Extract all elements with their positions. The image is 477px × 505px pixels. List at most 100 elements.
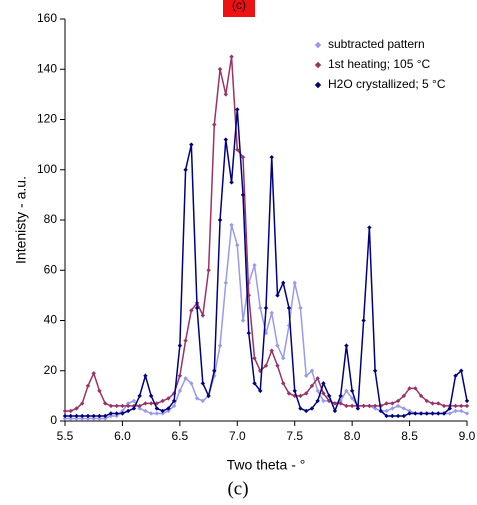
data-point: [349, 403, 355, 409]
x-tick-label: 7.5: [286, 429, 303, 443]
data-point: [459, 403, 464, 409]
data-point: [275, 293, 280, 298]
data-point: [453, 408, 458, 414]
data-point: [447, 411, 452, 416]
data-point: [384, 401, 389, 406]
data-point: [148, 393, 154, 399]
x-tick-label: 8.5: [401, 429, 418, 443]
data-point: [321, 381, 326, 386]
data-point: [372, 368, 378, 373]
data-point: [143, 408, 148, 414]
data-point: [321, 391, 326, 396]
data-point: [309, 406, 315, 411]
x-tick-label: 7.0: [229, 429, 246, 443]
data-point: [355, 406, 361, 411]
data-point: [464, 398, 470, 404]
data-point: [137, 403, 142, 409]
legend-marker: [314, 61, 322, 69]
data-point: [183, 376, 188, 381]
data-point: [85, 383, 91, 389]
data-point: [143, 401, 148, 406]
data-point: [292, 388, 297, 394]
x-tick-label: 6.0: [114, 429, 131, 443]
data-point: [372, 403, 378, 409]
data-point: [304, 391, 309, 396]
data-point: [372, 406, 378, 411]
data-point: [407, 386, 412, 391]
data-point: [338, 393, 343, 399]
data-point: [229, 180, 234, 185]
data-point: [464, 411, 470, 416]
data-point: [143, 373, 148, 378]
data-point: [395, 398, 401, 404]
data-point: [441, 403, 447, 409]
data-point: [286, 391, 292, 396]
data-point: [229, 222, 234, 228]
data-point: [413, 411, 418, 416]
x-tick-label: 6.5: [172, 429, 189, 443]
x-tick-label: 9.0: [459, 429, 476, 443]
data-point: [189, 381, 194, 386]
y-tick-label: 80: [44, 212, 58, 226]
data-point: [154, 411, 160, 416]
data-point: [361, 403, 366, 409]
x-tick-label: 5.5: [57, 429, 74, 443]
data-point: [453, 403, 458, 409]
data-point: [120, 411, 125, 416]
data-point: [401, 413, 407, 419]
data-point: [436, 411, 441, 416]
data-point: [309, 383, 315, 389]
data-point: [177, 373, 183, 378]
data-point: [114, 413, 119, 419]
data-point: [166, 396, 171, 401]
panel-tag: (c): [232, 0, 246, 12]
data-point: [367, 403, 372, 409]
data-point: [344, 403, 349, 409]
data-point: [148, 411, 154, 416]
data-point: [125, 401, 131, 406]
data-point: [252, 263, 257, 268]
data-point: [281, 381, 286, 386]
data-point: [125, 403, 131, 409]
data-point: [68, 408, 73, 414]
data-point: [390, 406, 395, 411]
data-point: [217, 217, 223, 223]
data-point: [304, 373, 309, 378]
data-point: [275, 343, 280, 348]
data-point: [258, 305, 263, 311]
data-point: [275, 363, 280, 368]
data-point: [171, 398, 177, 404]
y-tick-label: 60: [44, 262, 58, 276]
data-point: [194, 305, 200, 311]
data-point: [160, 408, 165, 414]
data-point: [235, 242, 240, 248]
data-point: [97, 416, 102, 421]
data-point: [315, 376, 320, 381]
data-point: [240, 192, 246, 198]
data-point: [114, 403, 119, 409]
data-point: [160, 411, 165, 416]
data-point: [131, 398, 137, 404]
data-point: [74, 413, 79, 419]
data-point: [85, 416, 91, 421]
y-tick-label: 120: [37, 112, 57, 126]
data-point: [125, 408, 131, 414]
data-point: [114, 411, 119, 416]
y-tick-label: 140: [37, 61, 57, 75]
data-point: [97, 413, 102, 419]
data-point: [315, 398, 320, 404]
data-point: [459, 408, 464, 414]
data-point: [206, 393, 211, 399]
series-line: [65, 224, 468, 420]
data-point: [378, 408, 384, 414]
data-point: [390, 413, 395, 419]
data-point: [263, 305, 269, 311]
data-point: [246, 330, 251, 336]
data-point: [430, 401, 435, 406]
data-point: [103, 401, 108, 406]
data-point: [298, 305, 303, 311]
data-point: [80, 413, 85, 419]
data-point: [91, 416, 96, 421]
data-point: [453, 373, 458, 378]
data-point: [166, 406, 171, 411]
